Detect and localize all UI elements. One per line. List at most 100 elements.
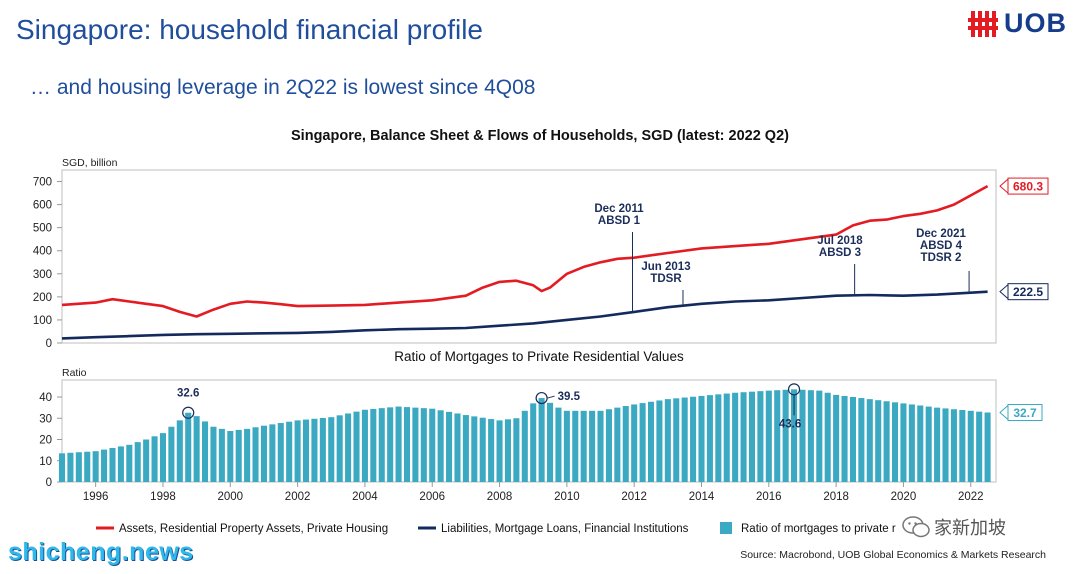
- ratio-bar: [235, 429, 242, 482]
- top-ytick-label: 600: [33, 200, 52, 212]
- top-ytick-label: 100: [33, 315, 52, 327]
- ratio-bar: [126, 444, 133, 482]
- ratio-bar: [934, 407, 941, 483]
- bottom-panel-ylabel: Ratio: [62, 367, 87, 379]
- ratio-bar: [791, 389, 798, 482]
- uob-logo-text: UOB: [1004, 8, 1067, 38]
- ratio-bar: [900, 403, 907, 483]
- ratio-bar: [117, 446, 124, 482]
- ratio-bar: [143, 439, 150, 482]
- ratio-bar: [227, 431, 234, 482]
- ratio-bar: [454, 413, 461, 482]
- ratio-bar: [950, 409, 957, 482]
- ratio-bar: [101, 449, 108, 482]
- ratio-bar: [715, 394, 722, 482]
- ratio-bar: [176, 420, 183, 483]
- ratio-bar: [732, 392, 739, 482]
- uob-logo-icon: [968, 8, 998, 39]
- ratio-bar: [555, 407, 562, 483]
- top-ytick-label: 200: [33, 292, 52, 304]
- ratio-bar: [698, 395, 705, 482]
- ratio-bar: [572, 410, 579, 482]
- xtick-label: 2004: [352, 491, 378, 503]
- ratio-bar: [681, 397, 688, 482]
- ratio-bar: [605, 409, 612, 482]
- latest-tag-pointer: [999, 283, 1009, 300]
- latest-tag-box: [1007, 283, 1049, 301]
- ratio-bar: [437, 410, 444, 482]
- ratio-bar: [706, 395, 713, 482]
- latest-tag-pointer: [999, 177, 1009, 195]
- ratio-bar: [202, 421, 209, 482]
- assets-line: [61, 184, 989, 318]
- ratio-bar: [403, 407, 411, 482]
- ratio-bar: [673, 398, 680, 482]
- ratio-bar: [151, 436, 158, 482]
- ratio-bar: [387, 407, 394, 482]
- ratio-bar: [782, 389, 789, 482]
- ratio-bar: [631, 404, 638, 482]
- ratio-bar: [67, 452, 74, 482]
- ratio-bar: [976, 411, 983, 482]
- annotation-label: Dec 2011: [594, 203, 644, 215]
- ratio-bar: [92, 451, 99, 482]
- xtick-label: 2012: [621, 491, 647, 503]
- ratio-bar: [479, 417, 486, 482]
- xtick-label: 2022: [958, 491, 984, 503]
- xtick-label: 2016: [756, 491, 782, 503]
- bottom-ytick-label: 10: [39, 456, 52, 468]
- latest-value-label: 32.7: [1013, 406, 1037, 420]
- slide-subtitle: … and housing leverage in 2Q22 is lowest…: [30, 76, 536, 99]
- xtick-label: 2008: [487, 491, 513, 503]
- ratio-bar: [841, 395, 848, 482]
- legend-label: Liabilities, Mortgage Loans, Financial I…: [441, 523, 689, 535]
- ratio-bar: [580, 410, 587, 482]
- bottom-panel-frame: [61, 379, 997, 483]
- xtick-label: 2020: [891, 491, 917, 503]
- ratio-bar: [521, 410, 528, 482]
- ratio-bar: [336, 415, 343, 482]
- ratio-bar: [589, 410, 596, 482]
- bottom-ytick-label: 0: [46, 477, 52, 489]
- ratio-bar: [328, 417, 335, 482]
- callout-circle: [182, 406, 195, 419]
- ratio-bar: [824, 392, 831, 482]
- ratio-bar: [664, 399, 671, 483]
- ratio-bar: [446, 411, 453, 483]
- ratio-bar: [547, 402, 554, 482]
- bottom-panel-title: Ratio of Mortgages to Private Residentia…: [394, 349, 684, 364]
- chart-title: Singapore, Balance Sheet & Flows of Hous…: [291, 128, 789, 144]
- ratio-bar: [892, 402, 899, 482]
- ratio-bar: [807, 390, 814, 482]
- ratio-bar: [58, 453, 66, 482]
- bottom-ytick-label: 40: [39, 392, 52, 404]
- xtick-label: 2000: [217, 491, 243, 503]
- source-note: Source: Macrobond, UOB Global Economics …: [740, 549, 1046, 561]
- bottom-ytick-label: 30: [39, 413, 52, 425]
- ratio-bar: [244, 428, 251, 483]
- ratio-bar: [488, 419, 495, 482]
- ratio-bar: [774, 390, 781, 482]
- ratio-bar: [833, 394, 840, 483]
- wechat-watermark: 家新加坡: [902, 514, 1006, 540]
- ratio-bar: [84, 451, 91, 482]
- ratio-bar: [799, 389, 806, 482]
- ratio-bar: [185, 412, 192, 482]
- xtick-label: 1996: [83, 491, 109, 503]
- ratio-bar: [504, 419, 511, 482]
- ratio-bar: [908, 404, 915, 482]
- ratio-bar: [286, 421, 293, 482]
- ratio-bar: [690, 396, 697, 482]
- ratio-bar: [462, 415, 469, 482]
- callout-label: 43.6: [779, 418, 801, 430]
- annotation-label: ABSD 3: [819, 247, 861, 259]
- ratio-bar: [849, 397, 856, 482]
- latest-tag-box: [1007, 177, 1049, 195]
- latest-tag-pointer: [999, 404, 1009, 421]
- legend-label: Ratio of mortgages to private r: [741, 523, 896, 535]
- ratio-bar: [210, 426, 217, 482]
- ratio-bar: [858, 398, 865, 482]
- ratio-bar: [597, 410, 604, 482]
- ratio-bar: [395, 406, 402, 482]
